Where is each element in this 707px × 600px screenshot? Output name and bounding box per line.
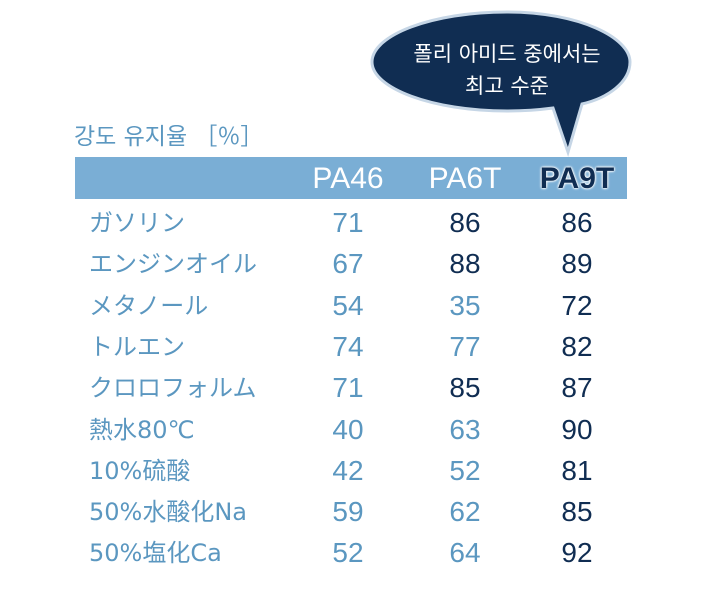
header-band xyxy=(75,157,627,199)
row-label: 50%水酸化Na xyxy=(89,498,248,527)
row-label: ガソリン xyxy=(89,209,185,237)
column-header-pa46: PA46 xyxy=(312,162,384,195)
table-cell-pa9t: 87 xyxy=(561,372,593,404)
table-cell-pa9t: 90 xyxy=(561,413,593,445)
row-label: クロロフォルム xyxy=(89,374,257,403)
table-cell-pa46: 42 xyxy=(332,454,364,486)
table-cell-pa6t: 62 xyxy=(449,496,481,528)
table-cell-pa9t: 82 xyxy=(561,330,593,362)
row-label: メタノール xyxy=(89,291,209,320)
table-cell-pa46: 40 xyxy=(332,413,364,445)
column-header-pa9t: PA9T xyxy=(539,162,615,195)
table-cell-pa6t: 52 xyxy=(449,454,481,486)
speech-bubble xyxy=(370,10,632,157)
table-cell-pa46: 59 xyxy=(332,496,364,528)
table-title: 강도 유지율 ［％］ xyxy=(74,124,264,150)
table-cell-pa6t: 64 xyxy=(449,537,481,569)
column-header-pa6t: PA6T xyxy=(428,162,502,195)
row-label: 熱水80℃ xyxy=(89,415,195,444)
bubble-text-line-2: 최고 수준 xyxy=(465,74,549,98)
bubble-text-line-1: 폴리 아미드 중에서는 xyxy=(413,42,601,66)
table-cell-pa6t: 35 xyxy=(449,289,481,321)
table-cell-pa6t: 86 xyxy=(449,207,481,238)
table-cell-pa46: 71 xyxy=(332,207,364,238)
table-cell-pa9t: 92 xyxy=(561,537,593,569)
row-label: 50%塩化Ca xyxy=(89,539,222,568)
table-cell-pa46: 52 xyxy=(332,537,364,569)
table-cell-pa9t: 89 xyxy=(561,248,593,280)
table-cell-pa9t: 85 xyxy=(561,496,593,528)
table-cell-pa9t: 72 xyxy=(561,289,593,321)
row-label: エンジンオイル xyxy=(89,250,257,279)
table-cell-pa6t: 85 xyxy=(449,372,481,404)
table-cell-pa46: 74 xyxy=(332,330,364,362)
row-label: トルエン xyxy=(89,332,185,361)
table-cell-pa6t: 63 xyxy=(449,413,481,445)
table-cell-pa46: 54 xyxy=(332,289,364,321)
table-cell-pa9t: 81 xyxy=(561,454,593,486)
table-cell-pa46: 71 xyxy=(332,372,364,404)
row-label: 10%硫酸 xyxy=(89,456,191,485)
table-cell-pa9t: 86 xyxy=(561,207,593,238)
speech-bubble-shape xyxy=(370,10,632,157)
table-cell-pa6t: 77 xyxy=(449,330,481,362)
table-cell-pa6t: 88 xyxy=(449,248,481,280)
table-cell-pa46: 67 xyxy=(332,248,364,280)
